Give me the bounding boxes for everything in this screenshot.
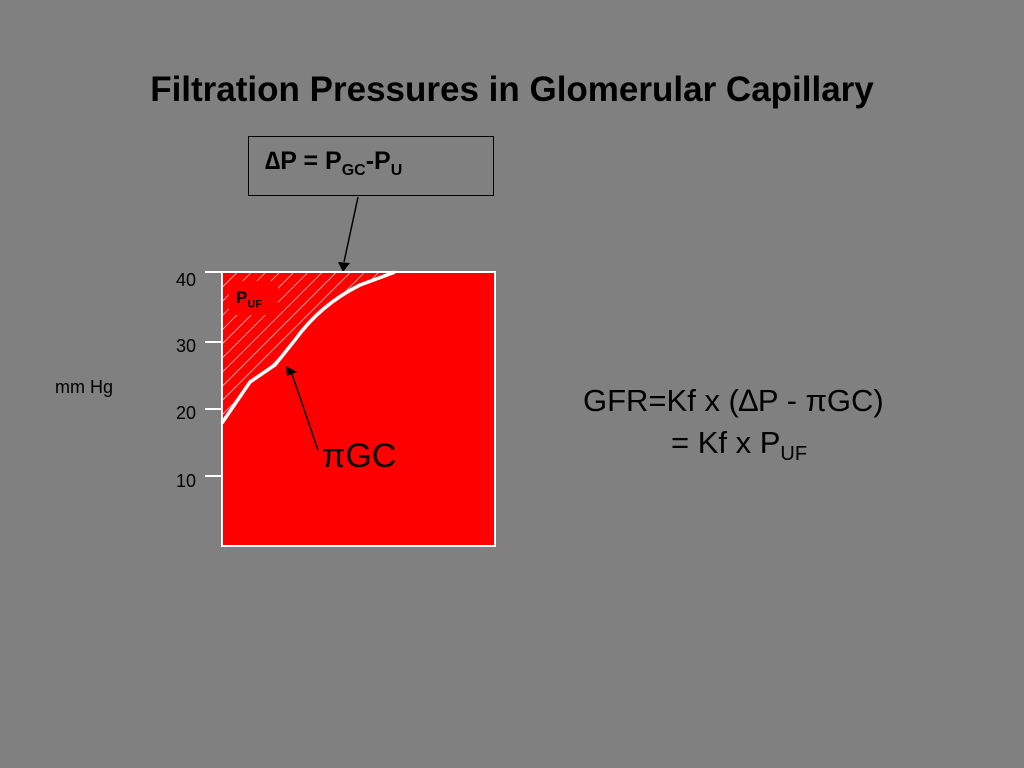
delta-p-text: ∆P = P bbox=[265, 147, 342, 175]
gfr-line2-main: = Kf x P bbox=[671, 425, 781, 460]
pi-gc-label: πGC bbox=[322, 437, 397, 475]
gc-subscript: GC bbox=[341, 162, 366, 179]
gfr-line2-subscript: UF bbox=[780, 443, 808, 466]
tick-label-30: 30 bbox=[176, 336, 196, 356]
pi-gc-arrow-line bbox=[291, 373, 319, 451]
puf-subscript: UF bbox=[247, 298, 263, 311]
pi-gc-curve bbox=[220, 270, 396, 424]
y-axis-label: mm Hg bbox=[55, 377, 113, 397]
slide-title: Filtration Pressures in Glomerular Capil… bbox=[150, 70, 874, 109]
pointer-arrowhead-top bbox=[338, 262, 350, 272]
puf-main: P bbox=[236, 288, 248, 307]
puf-label: PUF bbox=[236, 288, 262, 310]
delta-p-formula-box: ∆P = PGC-PU bbox=[248, 136, 494, 196]
gfr-equation: GFR=Kf x (∆P - πGC) = Kf x PUF bbox=[583, 380, 884, 475]
pi-gc-arrowhead bbox=[286, 366, 297, 376]
tick-label-20: 20 bbox=[176, 403, 196, 423]
tick-label-40: 40 bbox=[176, 270, 196, 290]
puf-label-bg bbox=[229, 281, 278, 315]
minus-p-text: -P bbox=[365, 147, 391, 175]
pointer-arrow-line-top bbox=[343, 196, 359, 263]
gfr-equation-line2: = Kf x PUF bbox=[583, 422, 884, 475]
u-subscript: U bbox=[390, 162, 403, 179]
gfr-equation-line1: GFR=Kf x (∆P - πGC) bbox=[583, 383, 884, 418]
tick-label-10: 10 bbox=[176, 471, 196, 491]
